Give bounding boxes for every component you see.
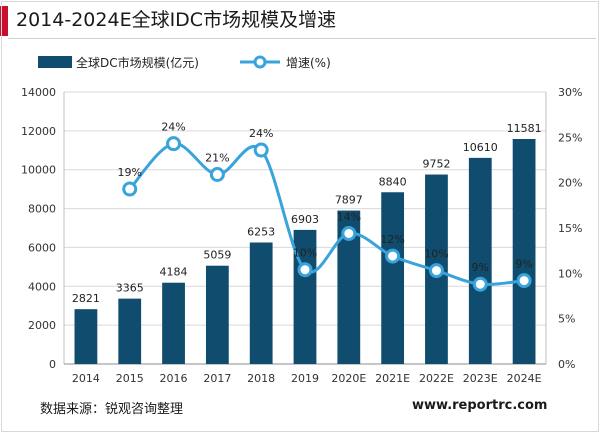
x-tick-label: 2024E — [507, 372, 542, 385]
y-left-tick-label: 6000 — [28, 241, 56, 254]
x-tick-label: 2017 — [203, 372, 231, 385]
x-tick-label: 2016 — [160, 372, 188, 385]
x-tick-label: 2018 — [247, 372, 275, 385]
bar-value-label: 8840 — [379, 175, 407, 188]
growth-marker — [253, 142, 269, 158]
x-tick-label: 2019 — [291, 372, 319, 385]
bar — [162, 282, 185, 364]
x-tick-label: 2015 — [116, 372, 144, 385]
growth-value-label: 9% — [472, 261, 489, 274]
chart-title: 2014-2024E全球IDC市场规模及增速 — [16, 9, 337, 31]
bar — [468, 157, 492, 364]
bar-value-label: 4184 — [160, 266, 188, 279]
y-left-tick-label: 10000 — [21, 164, 56, 177]
growth-value-label: 14% — [337, 210, 361, 223]
growth-value-label: 19% — [118, 166, 142, 179]
growth-value-label: 10% — [293, 247, 317, 260]
legend-bar-swatch — [38, 56, 72, 68]
y-left-tick-label: 4000 — [28, 280, 56, 293]
bar-value-label: 3365 — [116, 282, 144, 295]
title-bar: 2014-2024E全球IDC市场规模及增速 — [0, 0, 600, 40]
growth-marker — [341, 225, 357, 241]
y-right-tick-label: 30% — [558, 86, 582, 99]
y-left-tick-label: 8000 — [28, 203, 56, 216]
bar-value-label: 9752 — [422, 158, 450, 171]
bar-value-label: 10610 — [463, 141, 498, 154]
source-note: 数据来源：锐观咨询整理 — [40, 402, 184, 417]
bar — [337, 210, 361, 364]
bar — [205, 265, 229, 364]
legend-line-marker — [253, 55, 267, 69]
legend-bar-label: 全球DC市场规模(亿元) — [76, 55, 199, 70]
growth-marker — [385, 248, 401, 264]
x-tick-label: 2014 — [72, 372, 100, 385]
x-tick-label: 2022E — [419, 372, 454, 385]
growth-value-label: 10% — [424, 248, 448, 261]
bar-value-label: 5059 — [203, 249, 231, 262]
y-left-tick-label: 14000 — [21, 86, 56, 99]
growth-value-label: 24% — [249, 127, 273, 140]
y-right-tick-label: 25% — [558, 131, 582, 144]
growth-value-label: 12% — [380, 233, 404, 246]
growth-line — [128, 142, 525, 287]
growth-marker — [472, 276, 488, 292]
y-right-tick-label: 10% — [558, 267, 582, 280]
y-left-tick-label: 12000 — [21, 125, 56, 138]
x-tick-label: 2020E — [331, 372, 366, 385]
y-left-tick-label: 0 — [49, 358, 56, 371]
growth-marker — [209, 167, 225, 183]
bar — [118, 298, 142, 364]
growth-marker — [516, 273, 532, 289]
growth-value-label: 21% — [205, 152, 229, 165]
growth-marker — [122, 181, 138, 197]
y-right-tick-label: 20% — [558, 177, 582, 190]
website-link[interactable]: www.reportrc.com — [412, 398, 548, 413]
title-accent — [0, 6, 8, 36]
bar-value-label: 7897 — [335, 194, 363, 207]
bar-value-label: 2821 — [72, 292, 100, 305]
growth-value-label: 9% — [515, 258, 532, 271]
combo-chart: 0 2000 4000 6000 8000 10000 12000 14000 0% 5% 10% 1… — [21, 55, 582, 385]
growth-marker — [428, 263, 444, 279]
bar — [74, 309, 98, 364]
y-right-tick-label: 15% — [558, 222, 582, 235]
bar — [249, 242, 273, 364]
growth-marker — [166, 136, 182, 152]
bar-value-label: 11581 — [507, 122, 542, 135]
growth-marker — [297, 262, 313, 278]
bar — [381, 192, 405, 364]
growth-value-label: 24% — [161, 121, 185, 134]
x-tick-label: 2021E — [375, 372, 410, 385]
bar — [512, 138, 536, 364]
legend-line-label: 增速(%) — [286, 56, 331, 70]
y-right-tick-label: 5% — [558, 313, 575, 326]
title-divider — [8, 38, 596, 39]
y-left-tick-label: 2000 — [28, 319, 56, 332]
bar-value-label: 6903 — [291, 213, 319, 226]
y-right-tick-label: 0% — [558, 358, 575, 371]
bar-value-label: 6253 — [247, 226, 275, 239]
x-tick-label: 2023E — [463, 372, 498, 385]
